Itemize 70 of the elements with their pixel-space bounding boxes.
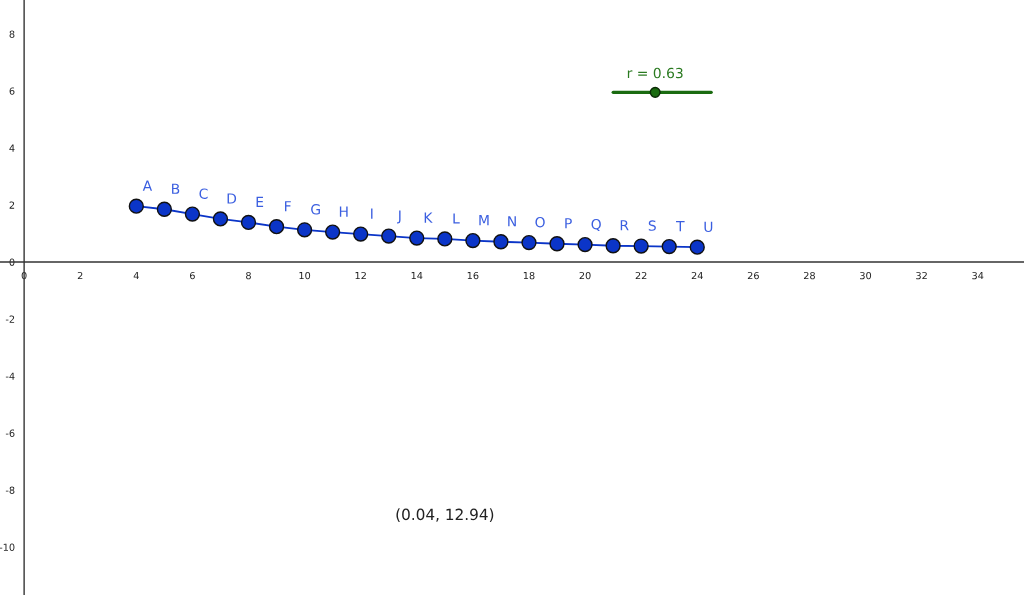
annotation: B xyxy=(172,183,180,194)
x-tick-label: 12 xyxy=(355,271,366,280)
point xyxy=(212,211,229,227)
point xyxy=(353,226,369,242)
annotation: C xyxy=(199,188,208,199)
point xyxy=(156,201,172,217)
x-tick-label: 16 xyxy=(467,271,479,280)
x-tick-label: 2 xyxy=(77,271,83,280)
annotation: M xyxy=(479,215,489,226)
x-tick-label: 14 xyxy=(411,272,423,280)
annotation: J xyxy=(397,210,401,224)
point xyxy=(605,238,621,254)
point xyxy=(184,206,201,222)
point xyxy=(409,230,425,246)
annotation: G xyxy=(311,204,320,215)
point xyxy=(633,238,649,254)
annotation: r = 0.63 xyxy=(627,67,683,79)
y-tick-label: -8 xyxy=(5,486,15,494)
annotation: U xyxy=(704,221,713,232)
point xyxy=(577,236,593,253)
annotation: T xyxy=(676,221,685,232)
annotation: N xyxy=(508,216,516,227)
x-tick-label: 8 xyxy=(246,271,251,280)
point xyxy=(437,231,453,247)
x-tick-label: 30 xyxy=(860,271,872,280)
point xyxy=(381,228,397,244)
annotation: P xyxy=(565,218,572,229)
x-tick-label: 22 xyxy=(635,271,647,280)
point xyxy=(549,236,565,252)
x-tick-label: 6 xyxy=(189,271,195,280)
annotation: Q xyxy=(591,218,601,232)
point xyxy=(661,238,677,255)
x-tick-label: 10 xyxy=(299,271,311,280)
annotation: K xyxy=(424,212,433,223)
point xyxy=(128,198,144,214)
point xyxy=(324,224,341,240)
x-tick-label: 34 xyxy=(972,271,984,280)
x-tick-label: 24 xyxy=(691,271,703,280)
annotation: E xyxy=(256,196,264,207)
annotation: O xyxy=(535,216,545,228)
x-tick-label: 32 xyxy=(916,271,927,280)
point xyxy=(465,232,481,249)
point xyxy=(493,234,509,250)
annotation: (0.04, 12.94) xyxy=(396,508,494,522)
x-tick-label: 20 xyxy=(579,271,591,280)
annotation: D xyxy=(227,193,237,204)
y-tick-label: -10 xyxy=(0,543,15,551)
y-tick-label: -6 xyxy=(5,429,15,437)
annotation: L xyxy=(453,213,460,224)
point xyxy=(521,234,537,251)
annotation: I xyxy=(371,208,373,219)
annotation: S xyxy=(648,220,656,231)
y-tick-label: 8 xyxy=(9,30,15,38)
annotation: F xyxy=(285,201,291,212)
y-tick-label: -2 xyxy=(5,315,15,323)
point xyxy=(689,239,705,255)
point xyxy=(268,219,285,235)
y-tick-label: 6 xyxy=(9,87,15,95)
y-tick-label: -4 xyxy=(5,372,15,380)
annotation: A xyxy=(142,180,153,191)
x-tick-label: 4 xyxy=(133,272,139,280)
annotation: R xyxy=(620,220,629,231)
y-tick-label: 2 xyxy=(9,201,15,209)
annotation: H xyxy=(339,206,348,217)
point xyxy=(240,214,257,231)
x-tick-label: 18 xyxy=(523,271,535,280)
y-tick-label: 4 xyxy=(9,144,15,152)
x-tick-label: 28 xyxy=(803,271,815,280)
x-tick-label: 26 xyxy=(747,271,759,280)
point xyxy=(296,222,313,238)
